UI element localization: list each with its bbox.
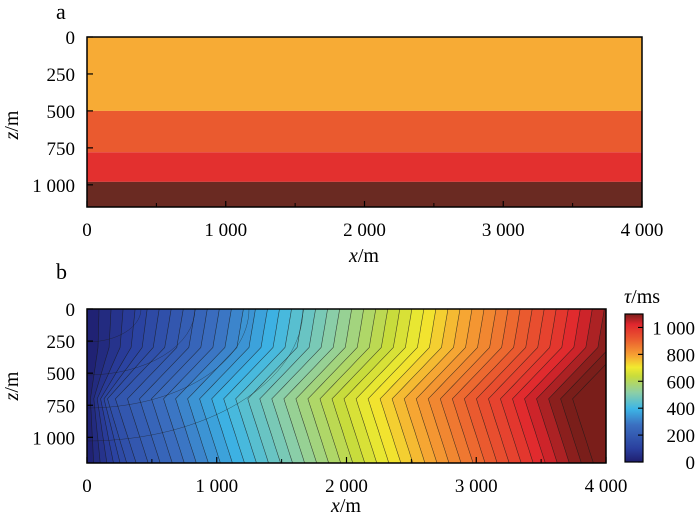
colorbar: 0 200 400 600 800 1 000 τ/ms <box>624 286 695 474</box>
x-tick-label: 0 <box>82 476 92 497</box>
colorbar-gradient <box>624 313 644 463</box>
traveltime-contour-line <box>488 309 545 463</box>
traveltime-contour-line <box>572 363 606 463</box>
traveltime-contour-line <box>319 309 377 463</box>
x-tick-label: 3 000 <box>482 220 525 241</box>
y-tick-label: 0 <box>66 28 76 49</box>
colorbar-tick-label: 600 <box>667 372 696 393</box>
panel-a-letter: a <box>56 0 66 24</box>
traveltime-contour-line <box>524 309 581 463</box>
traveltime-contour-line <box>307 309 364 463</box>
traveltime-contour-line <box>500 309 557 463</box>
traveltime-contour-line <box>103 309 148 463</box>
panel-a-ticks <box>86 36 643 207</box>
colorbar-tick-labels: 0 200 400 600 800 1 000 <box>652 318 695 474</box>
traveltime-contour-line <box>87 309 196 376</box>
traveltime-contour-line <box>343 309 401 463</box>
traveltime-contour-line <box>127 309 184 463</box>
panel-b-y-axis-title: z/m <box>1 371 23 401</box>
velocity-layer <box>87 37 642 111</box>
x-tick-label: 2 000 <box>325 476 368 497</box>
velocity-layer <box>87 110 642 153</box>
panel-b-x-axis-title: x/m <box>330 495 361 517</box>
traveltime-contour-line <box>463 309 521 463</box>
traveltime-contour-line <box>512 309 569 463</box>
velocity-layer <box>87 152 642 182</box>
traveltime-contour-line <box>476 309 533 463</box>
x-tick-label: 4 000 <box>621 220 664 241</box>
traveltime-band <box>87 309 99 463</box>
colorbar-tick-label: 800 <box>667 345 696 366</box>
panel-b-ticks <box>86 308 607 463</box>
panel-a-x-tick-labels: 0 1 000 2 000 3 000 4 000 <box>82 220 663 241</box>
traveltime-contour-line <box>548 309 605 463</box>
traveltime-contour-line <box>379 309 437 463</box>
traveltime-contour-line <box>235 309 292 463</box>
y-tick-label: 1 000 <box>32 176 75 197</box>
colorbar-tick-label: 200 <box>667 426 696 447</box>
panel-a-x-axis-title: x/m <box>348 245 379 267</box>
traveltime-contours <box>87 309 606 463</box>
traveltime-contour-line <box>211 309 268 463</box>
y-tick-label: 0 <box>66 300 76 321</box>
traveltime-contour-line <box>175 309 232 463</box>
traveltime-contour-line <box>199 309 256 463</box>
panel-b-plot: 0 250 500 750 1 000 0 1 000 2 000 3 000 4 000 <box>32 300 627 497</box>
traveltime-contour-line <box>87 309 304 442</box>
traveltime-contour-line <box>187 309 244 463</box>
x-tick-label: 3 000 <box>455 476 498 497</box>
traveltime-contour-line <box>163 309 220 463</box>
traveltime-contour-line <box>100 309 136 463</box>
panel-b-letter: b <box>56 259 67 284</box>
panel-a-plot: 0 250 500 750 1 000 0 1 000 2 000 3 000 4 000 <box>32 28 663 241</box>
traveltime-contour-line <box>151 309 208 463</box>
y-tick-label: 1 000 <box>32 428 75 449</box>
colorbar-title: τ/ms <box>624 286 660 308</box>
traveltime-contour-line <box>560 351 606 463</box>
traveltime-contour-line <box>107 309 160 463</box>
traveltime-contour-line <box>283 309 340 463</box>
traveltime-contour-line <box>331 309 389 463</box>
traveltime-contour-line <box>403 309 461 463</box>
panel-b-y-tick-labels: 0 250 500 750 1 000 <box>32 300 75 449</box>
traveltime-contour-line <box>391 309 449 463</box>
colorbar-ticks <box>638 326 643 463</box>
colorbar-tick-label: 1 000 <box>652 318 695 339</box>
traveltime-contour-line <box>451 309 509 463</box>
x-tick-label: 4 000 <box>585 476 628 497</box>
y-tick-label: 750 <box>47 396 76 417</box>
y-tick-label: 250 <box>47 65 76 86</box>
x-tick-label: 0 <box>82 220 92 241</box>
x-tick-label: 1 000 <box>204 220 247 241</box>
panel-a-y-axis-title: z/m <box>1 110 23 140</box>
x-tick-label: 2 000 <box>343 220 386 241</box>
traveltime-contour-line <box>259 309 316 463</box>
traveltime-contour-line <box>536 309 593 463</box>
y-tick-label: 250 <box>47 332 76 353</box>
traveltime-contour-line <box>295 309 352 463</box>
y-tick-label: 500 <box>47 102 76 123</box>
traveltime-contour-line <box>115 309 172 463</box>
traveltime-contour-line <box>139 309 196 463</box>
colorbar-tick-label: 400 <box>667 399 696 420</box>
traveltime-contour-line <box>271 309 328 463</box>
traveltime-contour-line <box>415 309 473 463</box>
panel-a-y-tick-labels: 0 250 500 750 1 000 <box>32 28 75 197</box>
velocity-layers <box>87 37 642 207</box>
traveltime-contour-line <box>439 309 497 463</box>
traveltime-contour-line <box>87 309 142 343</box>
traveltime-contour-line <box>87 309 250 409</box>
traveltime-contour-line <box>427 309 485 463</box>
x-tick-label: 1 000 <box>195 476 238 497</box>
colorbar-tick-label: 0 <box>686 453 696 474</box>
traveltime-contour-line <box>367 309 425 463</box>
panel-b-x-tick-labels: 0 1 000 2 000 3 000 4 000 <box>82 476 627 497</box>
traveltime-contour-line <box>223 309 280 463</box>
traveltime-contour-line <box>93 309 112 463</box>
traveltime-contour-line <box>247 309 304 463</box>
y-tick-label: 750 <box>47 139 76 160</box>
y-tick-label: 500 <box>47 364 76 385</box>
traveltime-contour-line <box>355 309 413 463</box>
